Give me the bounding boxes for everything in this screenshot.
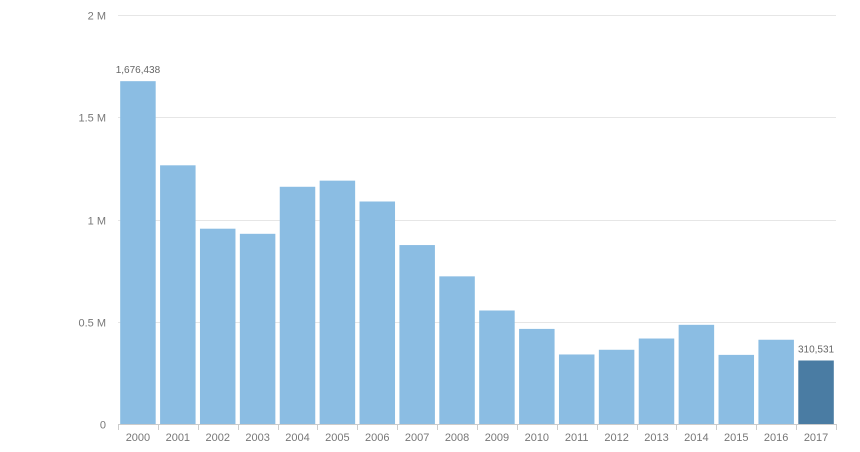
y-tick-label: 1 M (88, 216, 106, 228)
y-axis-ticks: 0 0.5 M 1 M 1.5 M 2 M (78, 11, 106, 432)
bar-2010[interactable] (519, 328, 555, 424)
bar-2014[interactable] (678, 324, 715, 424)
x-tick-label: 2009 (485, 432, 509, 444)
y-tick-label: 0.5 M (78, 318, 106, 330)
x-tick-label: 2015 (724, 432, 748, 444)
bar-2016[interactable] (758, 339, 794, 424)
x-tick-label: 2005 (325, 432, 349, 444)
data-label: 310,531 (798, 345, 835, 356)
x-tick-label: 2014 (684, 432, 708, 444)
bar-2013[interactable] (638, 338, 675, 424)
bar-2006[interactable] (359, 201, 396, 425)
bar-2012[interactable] (598, 349, 635, 424)
gridlines (118, 15, 836, 323)
bar-2004[interactable] (279, 186, 316, 424)
y-tick-label: 2 M (88, 11, 106, 23)
bar-2008[interactable] (439, 276, 475, 424)
y-tick-label: 1.5 M (78, 113, 106, 125)
bar-2002[interactable] (199, 228, 236, 424)
bar-2007[interactable] (399, 245, 435, 424)
data-labels: 1,676,438 310,531 (116, 65, 835, 355)
bar-2003[interactable] (239, 233, 276, 424)
bar-2009[interactable] (479, 310, 515, 425)
bar-2000[interactable] (120, 81, 156, 425)
bar-2017[interactable] (798, 360, 834, 425)
bar-2001[interactable] (160, 165, 196, 424)
x-tick-label: 2000 (126, 432, 150, 444)
bars (120, 81, 834, 425)
data-label: 1,676,438 (116, 65, 161, 76)
x-tick-label: 2001 (166, 432, 190, 444)
x-tick-label: 2011 (565, 432, 589, 444)
x-tick-label: 2008 (445, 432, 469, 444)
x-tick-label: 2007 (405, 432, 429, 444)
bar-2015[interactable] (718, 354, 755, 424)
x-tick-label: 2010 (525, 432, 549, 444)
bar-2005[interactable] (319, 180, 356, 424)
x-tick-label: 2002 (205, 432, 229, 444)
y-tick-label: 0 (100, 420, 106, 432)
x-tick-label: 2012 (604, 432, 628, 444)
x-tick-label: 2003 (245, 432, 269, 444)
x-tick-label: 2016 (764, 432, 788, 444)
x-tick-label: 2006 (365, 432, 389, 444)
x-tick-label: 2017 (804, 432, 828, 444)
x-axis: 2000 2001 2002 2003 2004 2005 2006 2007 2008 2009… (118, 424, 837, 444)
x-tick-label: 2013 (644, 432, 668, 444)
x-tick-label: 2004 (285, 432, 309, 444)
bar-2011[interactable] (558, 354, 595, 424)
